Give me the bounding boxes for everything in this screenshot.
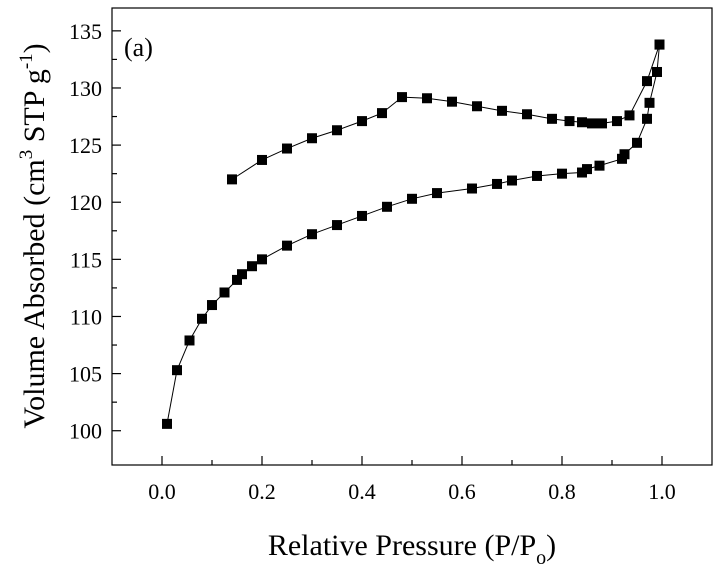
data-point [282,240,292,251]
data-point [564,116,575,127]
y-tick-label: 135 [69,19,102,44]
data-point [472,101,482,112]
data-point [232,274,242,285]
data-point [332,220,342,231]
data-point [357,116,367,127]
x-tick-label: 0.4 [348,479,376,504]
data-point [407,193,417,204]
y-axis-title-main: Volume Absorbed (cm [18,159,51,428]
data-point [492,178,502,189]
y-tick-label: 120 [69,190,102,215]
data-point [577,117,587,128]
y-tick-label: 115 [70,247,102,272]
y-tick-label: 105 [69,362,102,387]
data-point [654,39,665,50]
x-axis-title: Relative Pressure (P/Po) [268,529,556,569]
data-point [172,365,182,376]
data-point [582,164,592,175]
plot-area-border [111,7,713,466]
y-tick-label: 130 [69,76,102,101]
x-axis-title-close: ) [546,529,556,562]
data-point [447,96,457,107]
data-point [282,143,292,154]
x-axis-title-sub: o [536,547,546,569]
plot-frame [111,7,713,466]
x-tick-label: 0.0 [148,479,176,504]
data-point [227,174,237,185]
panel-label: (a) [124,33,153,62]
data-point [257,154,267,165]
data-point [377,108,387,119]
data-point [307,229,317,240]
y-axis-title-mid: STP g [18,69,51,150]
data-point [624,110,635,121]
data-point [197,313,207,324]
data-point [632,137,642,148]
data-point [219,287,230,298]
data-point [594,160,605,171]
data-point [587,118,597,129]
y-axis-title-sup1: 3 [16,150,37,160]
data-point [507,175,517,186]
data-point [652,66,662,77]
data-point [357,210,367,221]
x-tick-label: 0.2 [248,479,276,504]
x-axis-ticks: 0.0 0.2 0.4 0.6 0.8 1.0 [148,456,676,504]
data-point [557,168,567,179]
data-point [619,149,630,160]
y-axis-title: Volume Absorbed (cm3 STP g-1) [16,43,51,428]
data-point [184,335,195,346]
data-point [237,269,247,280]
data-point [422,93,432,104]
data-point [162,418,172,429]
series-line-2 [231,44,660,180]
data-point [207,300,217,311]
data-point [612,116,622,127]
x-tick-label: 0.8 [548,479,576,504]
data-point [497,105,507,116]
x-tick-label: 1.0 [648,479,676,504]
data-point [247,261,257,272]
data-point [642,76,652,87]
x-tick-label: 0.6 [448,479,476,504]
y-tick-label: 100 [69,419,102,444]
x-axis-title-main: Relative Pressure (P/P [268,529,536,562]
y-tick-label: 110 [70,304,102,329]
data-point [467,183,477,194]
data-point [597,118,607,129]
data-point [382,201,392,212]
data-point [397,92,407,103]
y-axis-title-close: ) [18,43,51,53]
data-point [644,97,655,108]
y-axis-ticks: 100 105 110 115 120 125 130 135 [69,19,121,444]
data-point [642,113,652,124]
data-point [257,254,267,265]
series-line-1 [166,44,660,424]
data-point [332,125,342,136]
y-tick-label: 125 [69,133,102,158]
data-point [532,170,542,181]
data-point [522,109,532,120]
data-point [432,188,442,199]
data-point [547,113,557,124]
series-layer [162,39,665,429]
data-point [307,133,317,144]
y-axis-title-sup2: -1 [16,53,37,69]
